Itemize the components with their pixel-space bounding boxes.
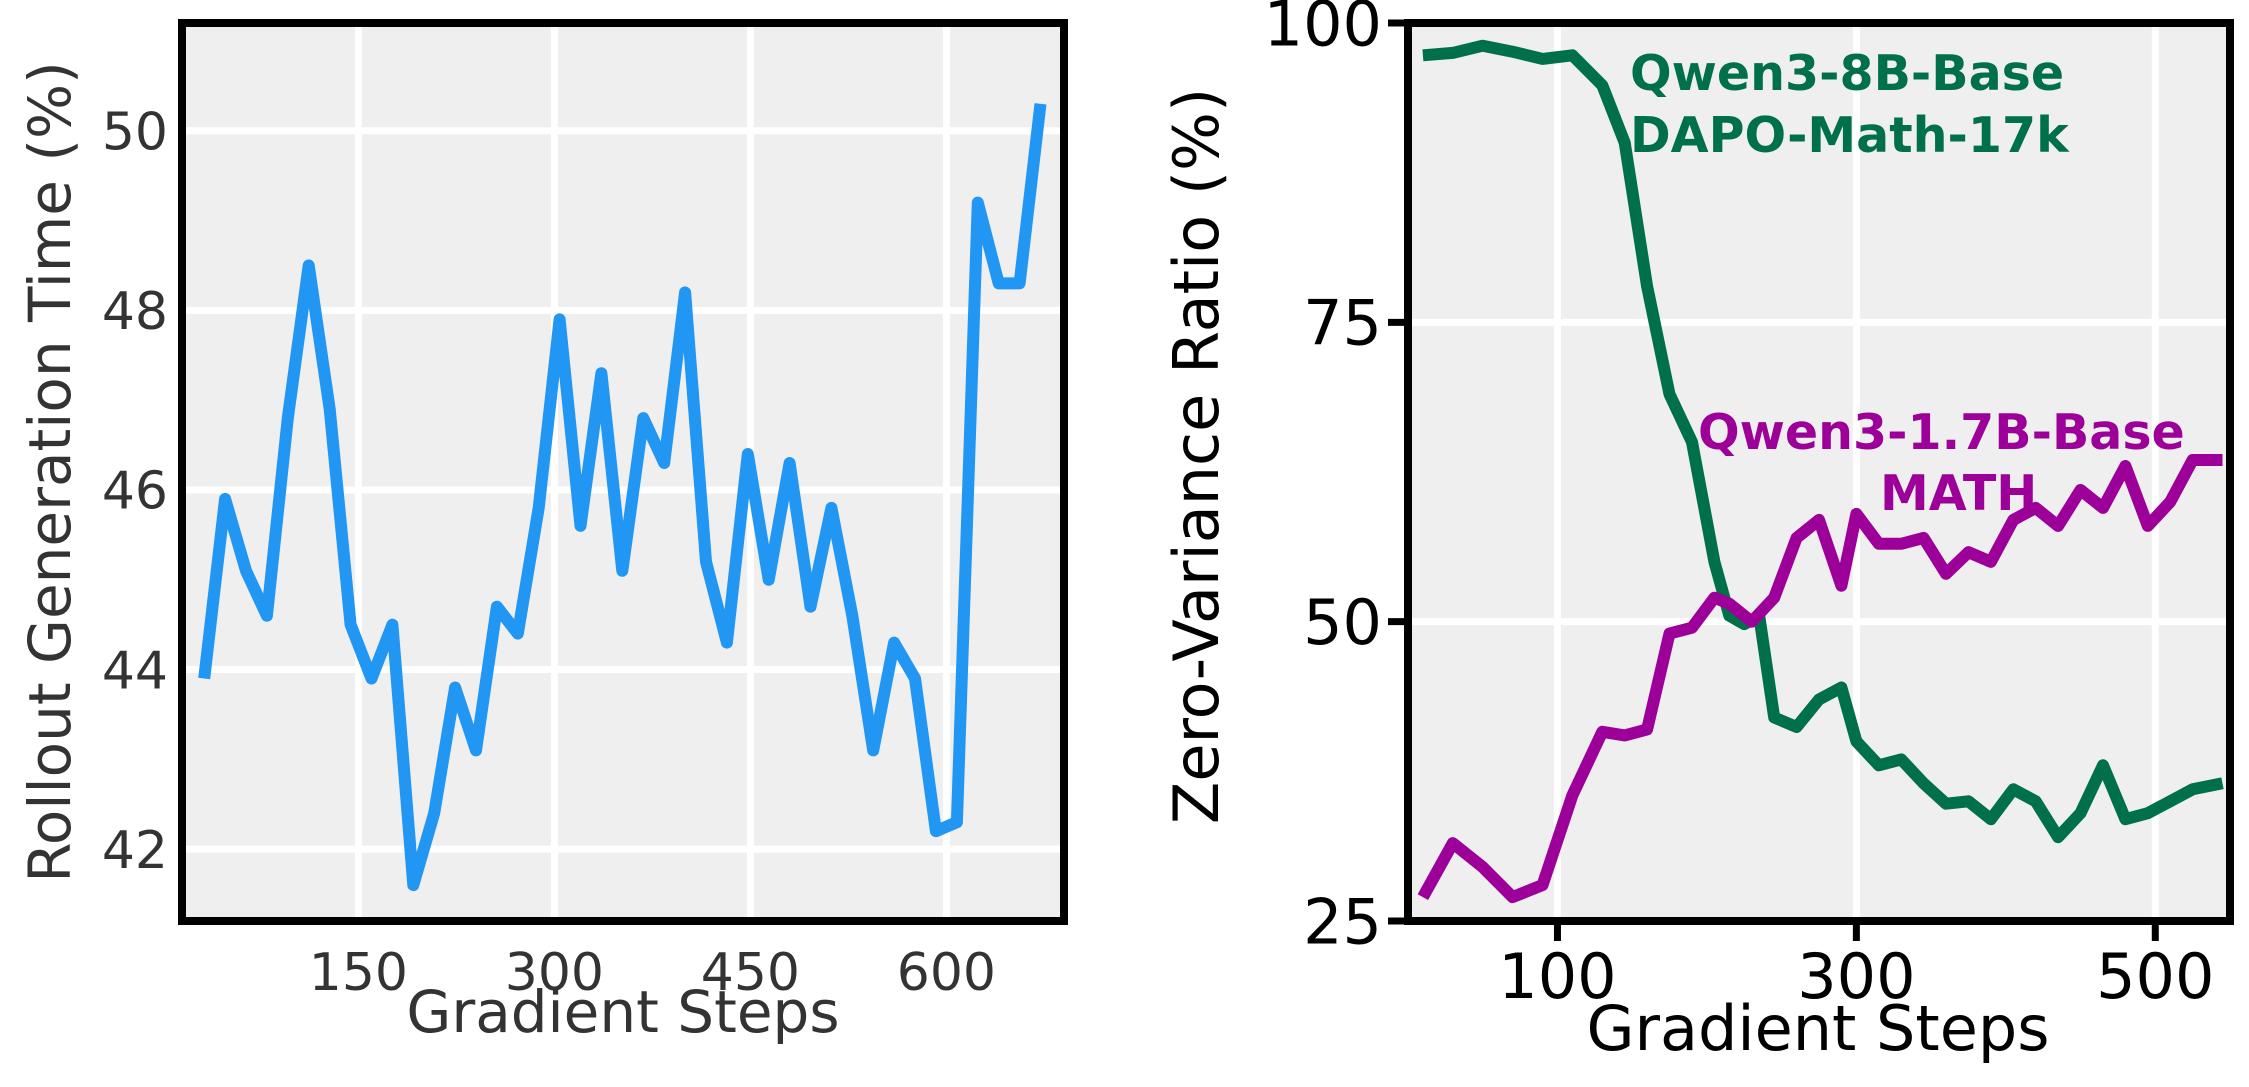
series-layer [1417, 39, 2224, 904]
series-line-0 [1422, 39, 2224, 844]
zero-variance-chart: 100 300 500 25 50 75 100 Gradient Steps Zero-V… [1160, 0, 2234, 1065]
x-tick-label: 500 [2096, 940, 2214, 1013]
rollout-time-chart: 150 300 450 600 42 44 46 48 50 Gradient Steps Ro… [16, 19, 1068, 1046]
x-tick-label: 600 [897, 943, 996, 1003]
series-layer [198, 103, 1047, 892]
annotation-green-line-2: DAPO-Math-17k [1630, 107, 2070, 164]
annotation-green-line-1: Qwen3-8B-Base [1630, 45, 2064, 102]
y-tick-label: 46 [102, 462, 168, 522]
y-tick-label: 44 [102, 641, 168, 701]
y-axis-label: Rollout Generation Time (%) [16, 61, 84, 883]
y-tick-label: 75 [1303, 287, 1382, 360]
y-tick-label: 42 [102, 821, 168, 881]
y-tick-label: 25 [1303, 885, 1382, 958]
x-tick-label: 450 [701, 943, 800, 1003]
plot-frame [178, 19, 1068, 925]
plot-area [1408, 23, 2230, 921]
series-line-0 [198, 103, 1047, 892]
annotation-green: Qwen3-8B-Base DAPO-Math-17k [1630, 45, 2070, 164]
series-line-1 [1417, 454, 2223, 904]
x-tick-label: 300 [505, 943, 604, 1003]
x-tick-label: 150 [309, 943, 408, 1003]
x-axis-label: Gradient Steps [406, 978, 839, 1046]
plot-frame [1404, 19, 2234, 925]
y-tick-label: 48 [102, 282, 168, 342]
x-axis-label: Gradient Steps [1586, 992, 2049, 1065]
y-tick-label: 100 [1264, 0, 1382, 60]
annotation-purple-line-2: MATH [1880, 465, 2037, 522]
y-tick-label: 50 [1303, 586, 1382, 659]
y-axis-label: Zero-Variance Ratio (%) [1160, 88, 1233, 824]
y-tick-label: 50 [102, 102, 168, 162]
x-tick-label: 300 [1797, 940, 1915, 1013]
annotation-purple: Qwen3-1.7B-Base MATH [1698, 404, 2185, 522]
plot-area [182, 23, 1064, 921]
tick-marks-and-labels: 100 300 500 25 50 75 100 [1264, 0, 2215, 1013]
tick-marks-and-labels: 150 300 450 600 42 44 46 48 50 [102, 102, 996, 1003]
x-tick-label: 100 [1498, 940, 1616, 1013]
annotation-purple-line-1: Qwen3-1.7B-Base [1698, 404, 2185, 461]
